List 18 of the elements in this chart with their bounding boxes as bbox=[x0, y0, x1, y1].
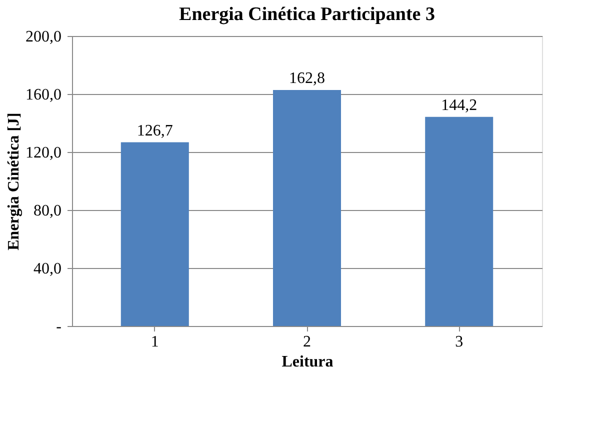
bar bbox=[425, 116, 494, 326]
x-tick-label: 1 bbox=[150, 334, 159, 350]
y-tick-label: 120,0 bbox=[26, 144, 62, 162]
chart-title: Energia Cinética Participante 3 bbox=[179, 4, 435, 25]
bar bbox=[273, 90, 341, 326]
y-tick-label: - bbox=[56, 318, 62, 336]
x-tick-label: 3 bbox=[455, 334, 464, 350]
y-tick-label: 160,0 bbox=[26, 86, 62, 104]
y-tick-label: 80,0 bbox=[34, 202, 62, 220]
y-tick-label: 200,0 bbox=[26, 28, 62, 46]
data-label: 144,2 bbox=[441, 96, 478, 114]
data-label: 162,8 bbox=[289, 70, 325, 87]
data-label: 126,7 bbox=[136, 122, 173, 140]
x-tick-label: 2 bbox=[303, 334, 311, 350]
x-axis-title: Leitura bbox=[282, 354, 334, 370]
y-tick-label: 40,0 bbox=[34, 260, 62, 278]
bar bbox=[120, 142, 189, 326]
y-axis-title: Energia Cinética [J] bbox=[6, 112, 22, 250]
